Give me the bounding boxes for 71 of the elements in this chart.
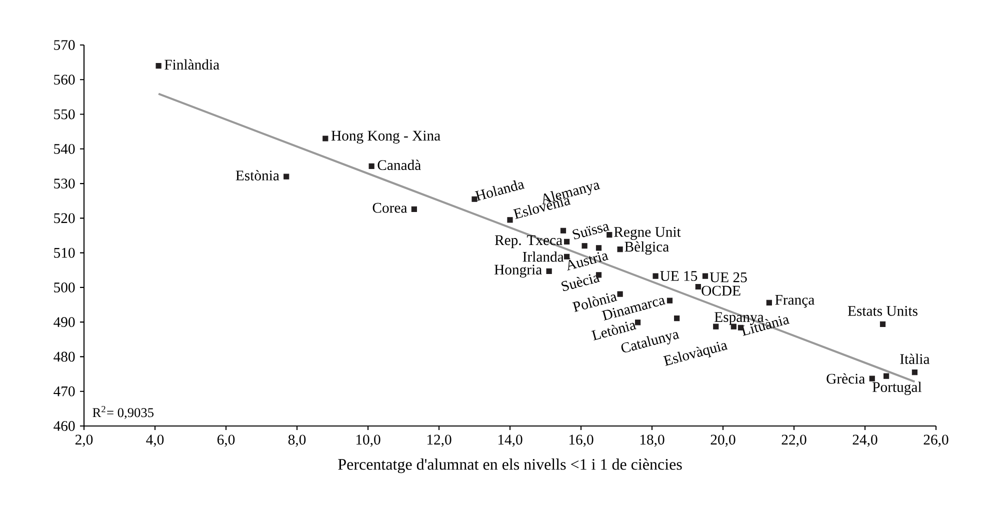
point <box>411 206 417 212</box>
annotation: Grècia <box>826 373 865 384</box>
x-tick-label: 6,0 <box>217 434 235 447</box>
y-tick-label: 460 <box>54 421 75 431</box>
x-axis-title: Percentatge d'alumnat en els nivells <1 i 1 de ciències <box>338 458 682 474</box>
annotation: Itàlia <box>900 354 930 364</box>
point <box>617 291 623 297</box>
point <box>156 62 162 69</box>
y-tick-label: 470 <box>54 386 75 396</box>
x-tick-label: 8,0 <box>288 434 306 447</box>
annotation: UE 25 <box>710 272 747 282</box>
point <box>368 163 374 170</box>
annotation: Suïssa <box>572 224 610 240</box>
y-tick-label: 500 <box>54 282 75 292</box>
annotation: Àustria <box>566 252 609 271</box>
y-tick-label: 510 <box>54 248 75 258</box>
point <box>652 273 658 279</box>
annotation: Estònia <box>236 170 280 180</box>
x-tick-label: 10,0 <box>356 434 380 447</box>
annotation: Bèlgica <box>624 241 669 255</box>
point <box>702 273 708 279</box>
y-tick-label: 570 <box>54 40 75 50</box>
annotation: OCDE <box>702 286 740 296</box>
y-tick-label: 560 <box>54 74 75 85</box>
x-tick-label: 22,0 <box>782 434 806 447</box>
point <box>884 373 890 379</box>
point <box>284 174 290 180</box>
y-tick-label: 520 <box>54 213 75 224</box>
point <box>666 298 673 304</box>
x-tick-label: 2,0 <box>75 434 93 447</box>
point <box>880 321 886 327</box>
point <box>596 245 602 251</box>
y-tick-label: 530 <box>54 178 75 188</box>
point <box>695 284 701 290</box>
annotation: França <box>775 294 814 308</box>
annotation: Hong Kong - Xina <box>331 130 440 144</box>
point <box>560 228 566 234</box>
annotation: Portugal <box>872 382 922 396</box>
point <box>546 268 552 274</box>
annotation: Suècia <box>561 274 600 291</box>
y-tick-label: 540 <box>54 144 75 154</box>
x-tick-label: 26,0 <box>924 434 948 447</box>
annotation: Estats Units <box>848 306 918 316</box>
point <box>869 376 875 382</box>
annotation: R$^{2}$= 0,9035 <box>92 406 154 420</box>
annotation: Irlanda <box>522 251 564 262</box>
x-tick-label: 20,0 <box>710 434 736 447</box>
point <box>582 243 588 249</box>
y-tick-label: 550 <box>54 109 75 120</box>
annotation: Regne Unit <box>614 227 681 240</box>
annotation: Rep. Txeca <box>494 235 562 248</box>
point <box>507 217 513 223</box>
annotation: UE 15 <box>660 271 698 281</box>
point <box>674 315 680 322</box>
x-tick-label: 4,0 <box>146 434 164 447</box>
annotation: Canadà <box>378 160 421 170</box>
x-tick-label: 12,0 <box>427 434 452 447</box>
y-tick-label: 480 <box>54 352 75 362</box>
annotation: Finlàndia <box>164 59 220 70</box>
point <box>564 238 570 245</box>
point <box>617 246 623 252</box>
annotation: Hongria <box>494 264 542 278</box>
x-tick-label: 14,0 <box>498 434 522 447</box>
annotation: Corea <box>372 202 408 213</box>
x-tick-label: 24,0 <box>852 434 878 447</box>
x-tick-label: 16,0 <box>569 434 594 447</box>
point <box>766 300 772 306</box>
x-tick-label: 18,0 <box>640 434 664 447</box>
point <box>912 369 918 376</box>
point <box>322 136 328 142</box>
y-tick-label: 490 <box>54 317 75 328</box>
